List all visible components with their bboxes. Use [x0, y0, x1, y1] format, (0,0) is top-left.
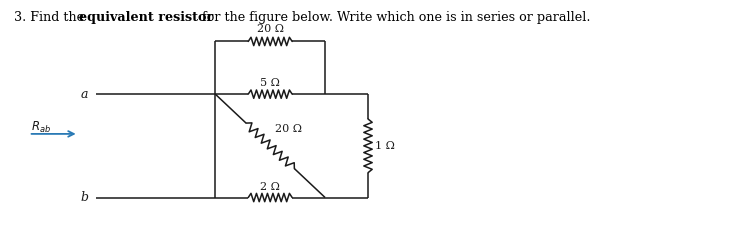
Text: b: b: [81, 191, 88, 204]
Text: for the figure below. Write which one is in series or parallel.: for the figure below. Write which one is…: [198, 11, 590, 24]
Text: a: a: [81, 88, 88, 101]
Text: equivalent resistor: equivalent resistor: [79, 11, 213, 24]
Text: $R_{ab}$: $R_{ab}$: [31, 120, 51, 135]
Text: 20 Ω: 20 Ω: [257, 25, 284, 34]
Text: 20 Ω: 20 Ω: [275, 124, 302, 134]
Text: 2 Ω: 2 Ω: [260, 181, 280, 192]
Text: 1 Ω: 1 Ω: [375, 141, 395, 151]
Text: 5 Ω: 5 Ω: [260, 78, 280, 88]
Text: 3. Find the: 3. Find the: [14, 11, 88, 24]
